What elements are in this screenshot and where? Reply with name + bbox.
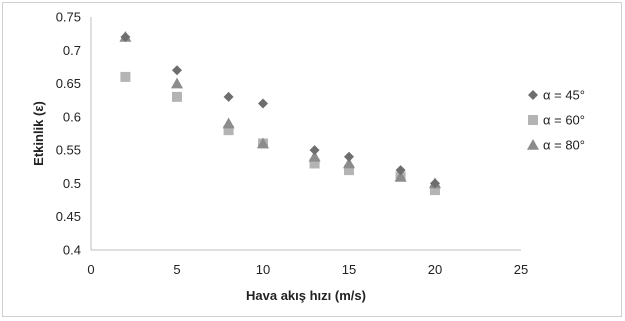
data-point-square [223, 125, 234, 136]
x-tick-label: 5 [173, 262, 180, 277]
data-point-triangle [257, 137, 269, 149]
y-axis-title: Etkinlik (ε) [31, 101, 46, 166]
scatter-chart: 0 5 10 15 20 25 0.40.450.50.550.60.650.70.75 … [31, 10, 585, 304]
x-tick-labels: 0 5 10 15 20 25 [87, 262, 528, 277]
legend-label: α = 80° [543, 138, 585, 153]
x-tick-label: 25 [514, 262, 528, 277]
data-point-diamond [258, 98, 268, 109]
data-point-diamond [344, 151, 354, 162]
x-tick-label: 10 [256, 262, 270, 277]
legend-label: α = 60° [543, 113, 585, 128]
legend: α = 45° α = 60° α = 80° [527, 88, 585, 153]
y-tick-label: 0.6 [63, 109, 81, 124]
data-point-square [172, 91, 182, 102]
y-tick-label: 0.5 [63, 176, 81, 191]
y-tick-label: 0.65 [56, 76, 81, 91]
data-point-triangle [171, 77, 183, 89]
x-tick-label: 20 [428, 262, 442, 277]
y-tick-label: 0.45 [56, 209, 81, 224]
data-point-triangle [343, 157, 355, 169]
data-point-square [309, 158, 320, 169]
data-points [119, 30, 441, 196]
data-point-square [120, 71, 131, 82]
data-point-diamond [120, 31, 131, 42]
chart-frame: 0 5 10 15 20 25 0.4 0.45 0.5 0.55 0.6 0.65 0.7 0.75 … [2, 2, 622, 317]
data-point-diamond [172, 65, 182, 76]
legend-marker-triangle [527, 139, 539, 150]
axes [90, 17, 521, 251]
legend-label: α = 45° [543, 88, 585, 103]
y-tick-labels: 0.4 0.45 0.5 0.55 0.6 0.65 0.7 0.75 [56, 10, 81, 258]
data-point-triangle [308, 150, 321, 162]
data-point-triangle [394, 170, 407, 182]
y-tick-label: 0.4 [63, 243, 81, 258]
y-tick-label: 0.75 [56, 10, 81, 25]
y-tick-label: 0.55 [56, 143, 81, 158]
data-point-square [344, 165, 354, 176]
x-axis-title: Hava akış hızı (m/s) [246, 288, 366, 303]
data-point-diamond [430, 178, 440, 189]
data-point-triangle [222, 117, 235, 129]
x-tick-label: 15 [342, 262, 356, 277]
data-point-square [430, 185, 440, 196]
x-tick-label: 0 [87, 262, 94, 277]
y-tick-label: 0.7 [63, 43, 81, 58]
data-point-diamond [395, 165, 406, 176]
data-point-diamond [223, 91, 234, 102]
data-point-diamond [309, 145, 320, 156]
legend-marker-diamond [528, 90, 538, 100]
legend-marker-square [528, 115, 538, 125]
